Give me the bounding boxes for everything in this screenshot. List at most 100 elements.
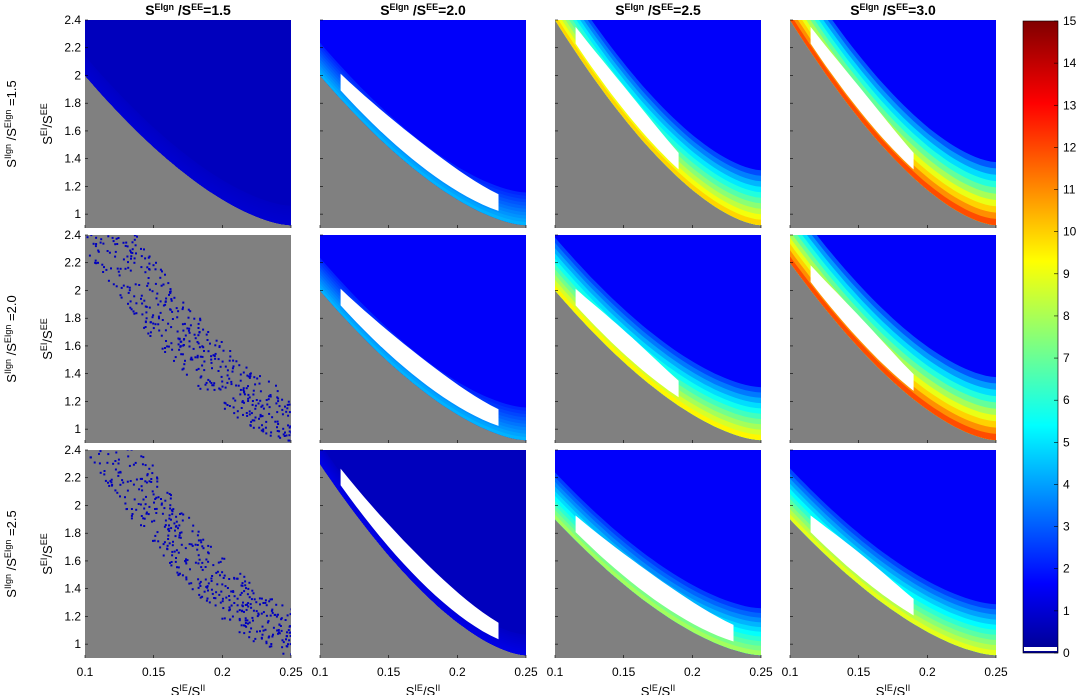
- panel-grid: 1 1.2 1.4 1.6 1.8 2 2.2 2.4 SEI/SEE 1 1.2 1.4 1.6 1.8…: [39, 13, 1008, 695]
- scatter-cell: [164, 524, 167, 527]
- scatter-cell: [202, 547, 205, 550]
- scatter-cell: [126, 285, 129, 288]
- scatter-cell: [127, 228, 129, 230]
- scatter-cell: [219, 388, 222, 391]
- scatter-cell: [170, 561, 173, 563]
- scatter-cell: [103, 266, 105, 269]
- scatter-cell: [147, 256, 150, 259]
- scatter-cell: [197, 554, 200, 557]
- scatter-cell: [120, 286, 123, 289]
- scatter-cell: [130, 257, 132, 260]
- scatter-cell: [216, 583, 219, 586]
- scatter-cell: [168, 493, 171, 495]
- scatter-cell: [99, 471, 102, 474]
- scatter-cell: [135, 302, 138, 305]
- scatter-cell: [99, 241, 102, 244]
- scatter-cell: [186, 327, 189, 330]
- panel-r1-c3: [554, 19, 762, 228]
- scatter-cell: [261, 633, 264, 636]
- scatter-cell: [282, 427, 285, 430]
- scatter-cell: [131, 241, 134, 244]
- scatter-cell: [245, 587, 247, 590]
- scatter-cell: [189, 324, 192, 327]
- scatter-cell: [252, 592, 255, 595]
- scatter-cell: [156, 480, 159, 483]
- scatter-cell: [152, 264, 155, 267]
- scatter-cell: [262, 611, 265, 614]
- scatter-cell: [168, 542, 171, 545]
- scatter-cell: [245, 412, 248, 414]
- scatter-cell: [147, 332, 150, 335]
- region-fill: [320, 20, 526, 226]
- scatter-cell: [203, 590, 206, 593]
- scatter-cell: [171, 348, 174, 351]
- scatter-cell: [246, 619, 249, 622]
- scatter-cell: [129, 480, 132, 482]
- scatter-cell: [108, 484, 111, 487]
- scatter-cell: [226, 374, 229, 377]
- scatter-cell: [159, 311, 162, 314]
- scatter-cell: [157, 323, 160, 326]
- scatter-cell: [212, 354, 215, 357]
- scatter-cell: [174, 356, 177, 359]
- scatter-cell: [243, 393, 246, 396]
- scatter-cell: [206, 339, 209, 341]
- scatter-cell: [128, 289, 131, 292]
- scatter-cell: [164, 300, 167, 303]
- scatter-cell: [188, 582, 191, 585]
- scatter-cell: [232, 591, 235, 593]
- scatter-cell: [271, 611, 274, 614]
- scatter-cell: [280, 617, 283, 620]
- scatter-cell: [90, 229, 92, 231]
- scatter-cell: [285, 434, 288, 437]
- y-tick-label: 1.4: [64, 367, 81, 381]
- scatter-cell: [226, 369, 229, 372]
- y-tick-label: 2.2: [64, 41, 81, 55]
- scatter-cell: [174, 525, 177, 528]
- scatter-cell: [233, 577, 236, 580]
- excluded-region: [810, 515, 914, 616]
- scatter-cell: [166, 491, 169, 494]
- scatter-cell: [140, 266, 143, 269]
- scatter-cell: [135, 252, 137, 255]
- scatter-cell: [175, 549, 178, 552]
- scatter-cell: [184, 359, 186, 362]
- scatter-cell: [161, 319, 164, 321]
- scatter-cell: [250, 420, 253, 423]
- scatter-cell: [116, 231, 118, 233]
- scatter-cell: [202, 538, 205, 541]
- scatter-cell: [269, 598, 272, 601]
- scatter-cell: [94, 232, 96, 234]
- scatter-cell: [127, 261, 129, 264]
- scatter-cell: [257, 402, 260, 405]
- x-tick-label: 0.1: [312, 665, 329, 679]
- scatter-cell: [182, 513, 185, 516]
- scatter-cell: [289, 625, 291, 628]
- scatter-cell: [119, 267, 122, 270]
- scatter-cell: [182, 301, 185, 304]
- excluded-region: [810, 265, 914, 391]
- scatter-cell: [140, 455, 143, 458]
- scatter-cell: [231, 370, 234, 373]
- scatter-cell: [284, 405, 286, 408]
- scatter-cell: [118, 274, 121, 277]
- scatter-cell: [135, 312, 138, 315]
- scatter-cell: [152, 539, 154, 542]
- scatter-cell: [208, 601, 211, 604]
- excluded-region: [340, 288, 499, 426]
- scatter-cell: [190, 356, 193, 359]
- scatter-cell: [188, 543, 191, 546]
- scatter-cell: [95, 236, 98, 239]
- y-tick-label: 2.4: [64, 443, 81, 457]
- scatter-cell: [159, 300, 162, 303]
- scatter-cell: [95, 443, 97, 445]
- x-tick-label: 0.2: [919, 665, 936, 679]
- scatter-cell: [183, 363, 186, 366]
- scatter-cell: [175, 520, 178, 523]
- scatter-cell: [252, 609, 255, 612]
- scatter-cell: [155, 496, 158, 499]
- scatter-cell: [275, 603, 278, 606]
- scatter-cell: [114, 243, 117, 246]
- scatter-cell: [207, 589, 209, 592]
- scatter-cell: [152, 327, 155, 330]
